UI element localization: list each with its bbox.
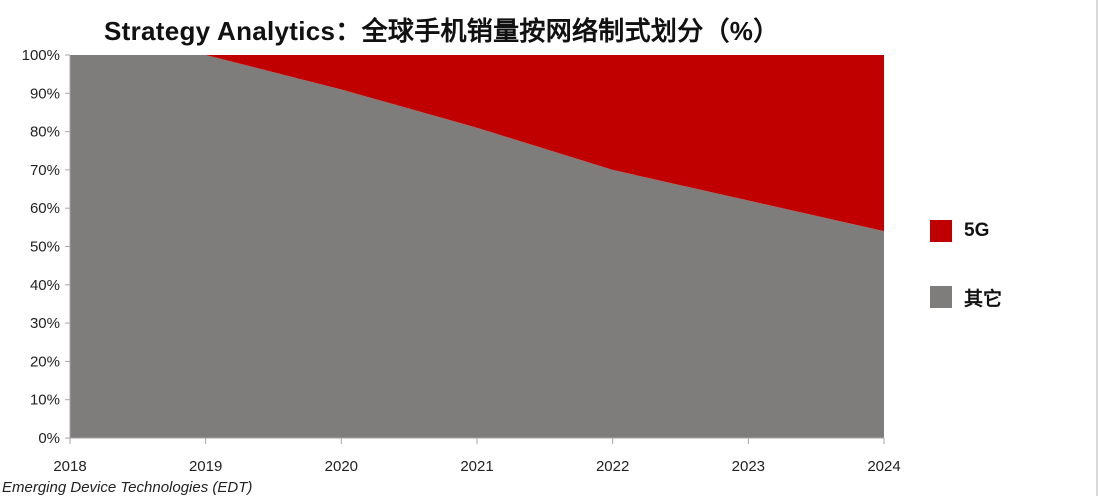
y-tick-label: 80% bbox=[30, 124, 60, 141]
area-series-other bbox=[70, 55, 884, 438]
x-tick-label: 2019 bbox=[189, 458, 222, 475]
legend-label-5g: 5G bbox=[964, 220, 990, 241]
y-tick-label: 20% bbox=[30, 353, 60, 370]
x-tick-label: 2023 bbox=[732, 458, 765, 475]
source-note: Emerging Device Technologies (EDT) bbox=[2, 479, 253, 496]
y-tick-label: 30% bbox=[30, 315, 60, 332]
legend-item-other: 其它 bbox=[930, 284, 1002, 310]
y-tick-label: 0% bbox=[38, 430, 60, 447]
area-series-5g bbox=[70, 55, 884, 232]
y-tick-label: 10% bbox=[30, 392, 60, 409]
y-tick-label: 50% bbox=[30, 239, 60, 256]
x-tick-label: 2022 bbox=[596, 458, 629, 475]
legend-item-5g: 5G bbox=[930, 218, 1002, 244]
x-tick-label: 2024 bbox=[867, 458, 900, 475]
y-tick-label: 40% bbox=[30, 277, 60, 294]
y-tick-label: 70% bbox=[30, 162, 60, 179]
x-tick-label: 2021 bbox=[460, 458, 493, 475]
legend-swatch-5g bbox=[930, 220, 952, 242]
x-tick-label: 2018 bbox=[53, 458, 86, 475]
chart-legend: 5G 其它 bbox=[930, 218, 1002, 310]
y-tick-label: 60% bbox=[30, 200, 60, 217]
y-tick-label: 90% bbox=[30, 85, 60, 102]
x-tick-label: 2020 bbox=[325, 458, 358, 475]
y-tick-label: 100% bbox=[22, 47, 60, 64]
chart-title: Strategy Analytics：全球手机销量按网络制式划分（%） bbox=[104, 16, 780, 46]
legend-label-other: 其它 bbox=[964, 288, 1003, 310]
legend-swatch-other bbox=[930, 286, 952, 308]
